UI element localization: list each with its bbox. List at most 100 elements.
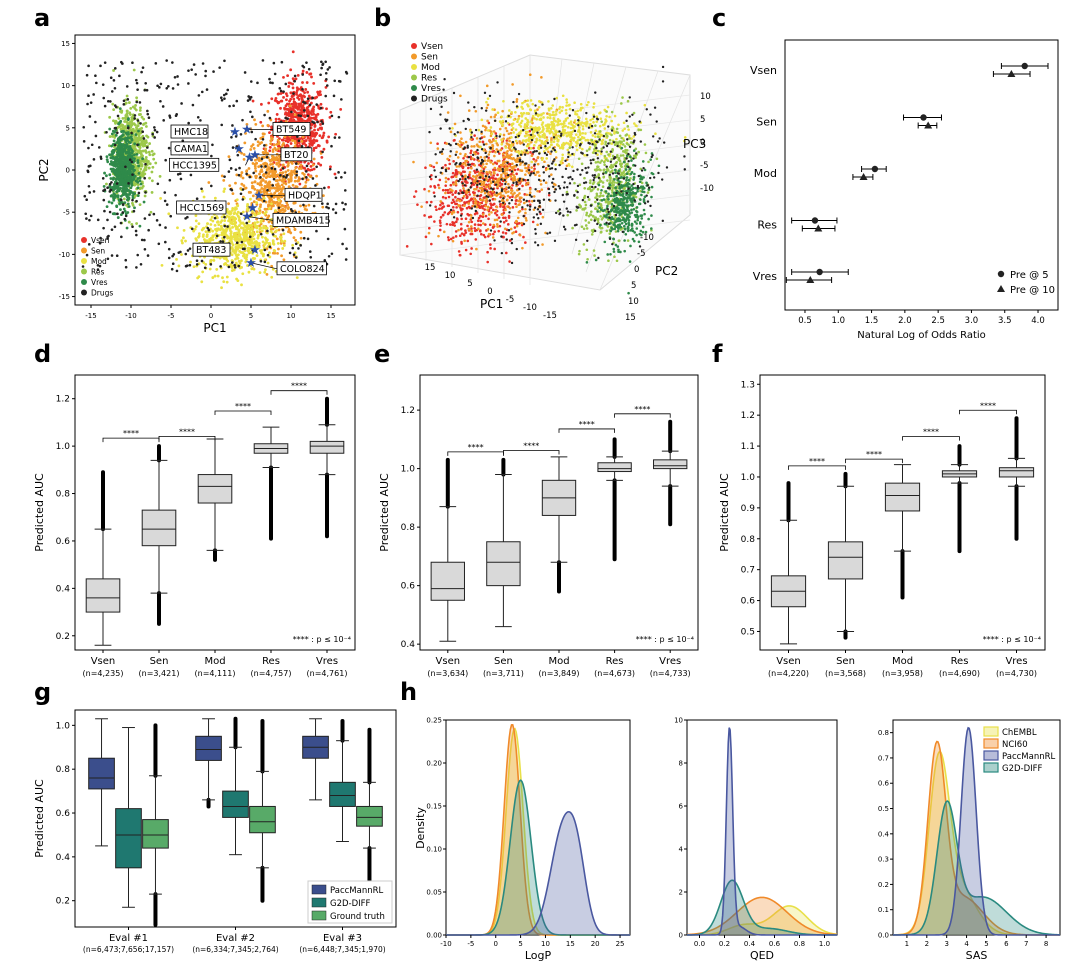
point-vsen — [316, 143, 320, 147]
point-sen — [272, 186, 276, 190]
point-res — [112, 69, 115, 72]
point-drugs — [311, 120, 314, 124]
point-vsen — [291, 105, 295, 109]
point — [504, 164, 508, 167]
point — [473, 201, 477, 204]
point-res — [142, 169, 145, 173]
point — [498, 127, 502, 131]
point-mod — [251, 233, 255, 237]
point-vres — [117, 137, 120, 140]
point-res — [127, 101, 131, 104]
point-drugs — [320, 66, 323, 70]
point-drugs — [325, 78, 328, 81]
point — [473, 212, 477, 216]
point-vsen — [294, 105, 297, 109]
point — [525, 219, 528, 222]
point-drugs — [169, 214, 173, 218]
point — [464, 152, 467, 156]
point-drugs — [223, 224, 227, 228]
point-drugs — [94, 74, 97, 78]
point — [524, 241, 527, 244]
point-drugs — [303, 109, 306, 112]
point-mod — [236, 210, 240, 214]
point-drugs — [188, 247, 192, 250]
point-drugs — [113, 225, 117, 229]
point-sen — [268, 180, 272, 184]
point-vsen — [300, 110, 304, 114]
point-drugs — [254, 137, 257, 141]
point — [485, 162, 488, 166]
point-vsen — [268, 146, 272, 149]
point-drugs — [284, 82, 288, 86]
point — [449, 223, 452, 226]
point — [458, 140, 462, 143]
point — [524, 207, 527, 211]
point-vsen — [320, 126, 323, 130]
point-mod — [246, 207, 250, 211]
point-mod — [194, 219, 198, 223]
point-vsen — [286, 74, 290, 78]
point-vsen — [277, 117, 281, 121]
x-tick-label: 5 — [249, 312, 253, 320]
point — [485, 185, 489, 188]
point — [502, 160, 506, 164]
point — [486, 205, 490, 209]
point-mod — [263, 258, 267, 262]
point-vres — [113, 194, 116, 198]
point-drugs — [175, 113, 178, 116]
x-tick-label: 0 — [209, 312, 213, 320]
point-vres — [130, 183, 134, 187]
point-vsen — [303, 160, 307, 164]
point — [473, 223, 477, 226]
point — [486, 119, 489, 123]
point-drugs — [306, 114, 310, 118]
point-mod — [209, 223, 213, 226]
point-mod — [271, 239, 275, 243]
point-drugs — [209, 263, 213, 266]
point — [454, 235, 458, 238]
point — [424, 235, 428, 239]
point-sen — [269, 163, 272, 166]
panel-letter-f: f — [712, 340, 723, 368]
point-sen — [275, 152, 279, 156]
point-res — [148, 176, 151, 180]
point-drugs — [328, 66, 331, 69]
point-drugs — [131, 225, 134, 228]
point — [503, 168, 507, 172]
point — [429, 177, 433, 181]
point-vres — [133, 206, 136, 210]
point-mod — [230, 253, 234, 257]
point-mod — [226, 235, 230, 239]
point — [508, 164, 511, 168]
point-drugs — [159, 82, 163, 86]
point — [471, 162, 474, 166]
point-drugs — [167, 256, 171, 260]
point-res — [135, 222, 138, 225]
point — [536, 156, 540, 160]
point — [424, 166, 427, 170]
point — [487, 232, 491, 236]
point-drugs — [204, 69, 208, 73]
point-vres — [108, 173, 112, 177]
point — [477, 189, 480, 193]
point-res — [124, 101, 128, 105]
point-drugs — [290, 110, 293, 114]
point — [489, 115, 493, 119]
point-sen — [263, 155, 266, 159]
point-vsen — [310, 143, 314, 147]
point-vsen — [339, 107, 343, 111]
point-sen — [271, 158, 275, 162]
point — [502, 220, 506, 224]
point-mod — [254, 250, 258, 253]
point — [448, 191, 452, 194]
point — [457, 250, 461, 253]
point — [446, 204, 450, 208]
point — [515, 224, 519, 228]
point-drugs — [325, 205, 328, 209]
point-drugs — [343, 171, 347, 174]
point-mod — [201, 270, 205, 274]
point-drugs — [309, 256, 313, 259]
point-sen — [273, 172, 277, 175]
point-sen — [289, 179, 293, 183]
point-vres — [136, 159, 140, 162]
